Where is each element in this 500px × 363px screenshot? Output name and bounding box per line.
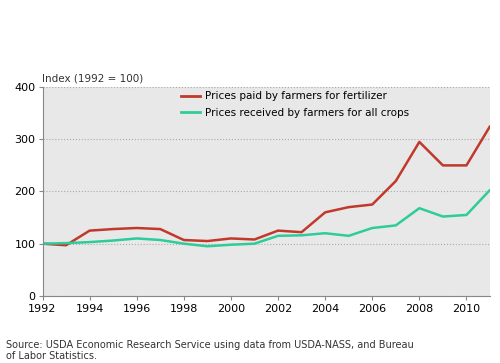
Legend: Prices paid by farmers for fertilizer, Prices received by farmers for all crops: Prices paid by farmers for fertilizer, P… (177, 87, 413, 122)
Text: Index (1992 = 100): Index (1992 = 100) (42, 73, 144, 83)
Text: Source: USDA Economic Research Service using data from USDA-NASS, and Bureau
of : Source: USDA Economic Research Service u… (6, 339, 414, 361)
Text: 1992-2011: 1992-2011 (6, 50, 82, 63)
Text: Prices paid by farmers for fertilizer and prices received for all crops,: Prices paid by farmers for fertilizer an… (6, 21, 500, 34)
